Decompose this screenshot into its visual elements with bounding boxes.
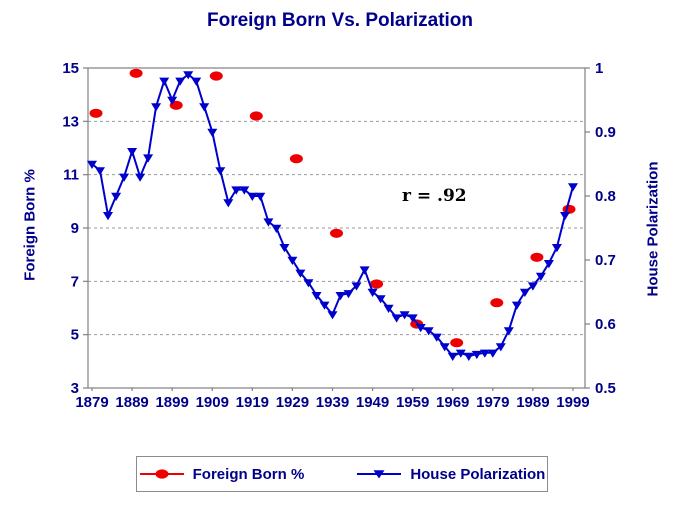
svg-text:1879: 1879 [75,394,108,411]
svg-text:9: 9 [71,220,79,237]
svg-text:13: 13 [62,113,79,130]
svg-text:11: 11 [63,167,79,184]
svg-text:1949: 1949 [356,394,389,411]
foreign-born-series [89,68,576,348]
legend-item-house-polarization: House Polarization [356,466,545,483]
svg-text:0.9: 0.9 [595,124,616,141]
svg-text:1939: 1939 [316,394,349,411]
svg-text:1999: 1999 [556,394,589,411]
svg-text:1899: 1899 [155,394,188,411]
svg-text:0.8: 0.8 [595,188,616,205]
svg-text:1889: 1889 [115,394,148,411]
x-axis-ticks: 1879 1889 1899 1909 1919 1929 1939 1949 1959 1969… [75,388,590,411]
svg-text:1: 1 [595,60,603,77]
svg-text:1909: 1909 [196,394,229,411]
left-axis-ticks: 15 13 11 9 7 5 3 [62,60,88,397]
svg-text:1969: 1969 [436,394,469,411]
chart-title: Foreign Born Vs. Polarization [206,10,474,31]
svg-text:0.7: 0.7 [595,252,616,269]
svg-text:1919: 1919 [236,394,269,411]
svg-text:1959: 1959 [396,394,429,411]
svg-text:1929: 1929 [276,394,309,411]
correlation-annotation: r = .92 [402,186,467,206]
gridlines [88,120,585,336]
right-axis-title: House Polarization [644,161,662,297]
house-polarization-marker-icon [357,470,402,479]
svg-text:0.5: 0.5 [595,380,616,397]
svg-text:3: 3 [71,380,79,397]
house-polarization-series [87,71,578,361]
left-axis-title: Foreign Born % [21,169,39,281]
svg-text:5: 5 [71,327,79,344]
right-axis-ticks: 1 0.9 0.8 0.7 0.6 0.5 [585,60,616,397]
svg-text:0.6: 0.6 [595,316,616,333]
legend-label-house-polarization: House Polarization [410,465,546,483]
legend-label-foreign-born: Foreign Born % [192,465,305,483]
svg-text:1979: 1979 [476,394,509,411]
svg-text:1989: 1989 [516,394,549,411]
svg-text:15: 15 [62,60,79,77]
foreign-born-marker-icon [139,469,184,479]
legend-item-foreign-born: Foreign Born % [139,465,305,483]
svg-text:7: 7 [71,273,79,290]
legend-box: Foreign Born % House Polarization [136,456,548,492]
